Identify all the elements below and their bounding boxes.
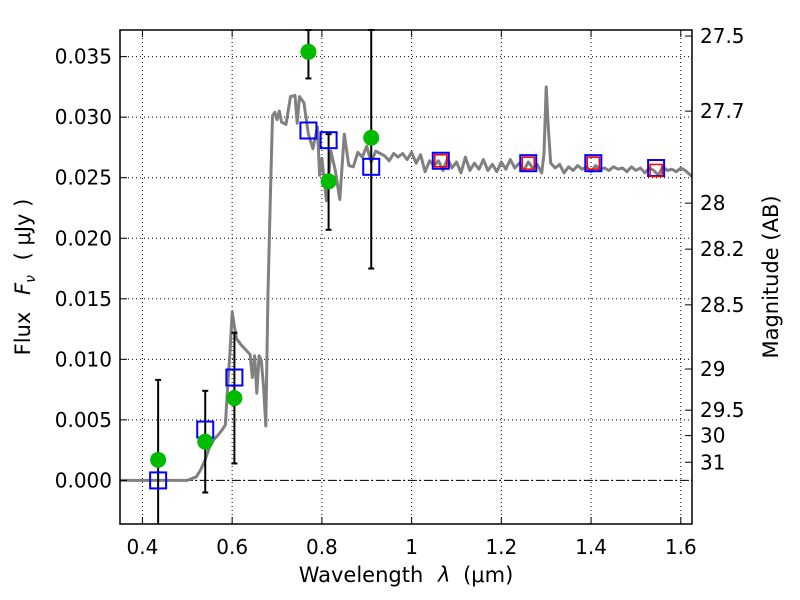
nir-band-marker xyxy=(649,163,663,178)
observed-point xyxy=(363,129,380,146)
model-band-marker xyxy=(225,368,244,387)
magnitude-tick-label: 28.2 xyxy=(700,237,745,261)
x-axis-title-prefix: Wavelength xyxy=(299,563,424,587)
x-tick-label: 0.4 xyxy=(127,535,159,559)
model-band-marker xyxy=(319,131,338,150)
magnitude-tick-label: 29 xyxy=(700,357,725,381)
observed-point xyxy=(300,43,317,60)
observed-points xyxy=(150,43,380,468)
y-axis-title-unit: ( μJy ) xyxy=(11,199,35,261)
y-tick-label: 0.020 xyxy=(55,226,112,250)
model-band-marker xyxy=(362,157,381,176)
y-tick-label: 0.015 xyxy=(55,287,112,311)
y-tick-label: 0.035 xyxy=(55,45,112,69)
model-band-marker xyxy=(149,471,168,490)
nir-band-marker xyxy=(434,154,448,168)
magnitude-tick-label: 27.5 xyxy=(700,24,745,48)
model-band-marker xyxy=(584,154,603,173)
nir-band-marker xyxy=(586,156,601,170)
x-tick-label: 1.4 xyxy=(575,535,607,559)
model-band-marker xyxy=(299,121,318,140)
model-band-marker xyxy=(431,151,450,170)
x-tick-label: 0.6 xyxy=(216,535,248,559)
x-tick-label: 1.2 xyxy=(485,535,517,559)
observed-point xyxy=(150,451,167,468)
y-axis-title-sub: ν xyxy=(23,275,39,283)
y-axis-title-var: F xyxy=(11,282,35,295)
model-band-markers xyxy=(149,121,666,490)
y-tick-label: 0.000 xyxy=(55,468,112,492)
magnitude-tick-label: 29.5 xyxy=(700,398,745,422)
observed-point xyxy=(320,173,337,190)
magnitude-tick-label: 28.5 xyxy=(700,293,745,317)
y-axis-title: Flux Fν ( μJy ) xyxy=(11,199,40,356)
x-axis-ticks: 0.4 0.6 0.8 1 1.2 1.4 1.6 xyxy=(127,30,697,559)
observed-point xyxy=(226,390,243,407)
x-axis-title-unit: (μm) xyxy=(463,563,513,587)
nir-band-markers xyxy=(434,154,663,178)
x-tick-label: 0.8 xyxy=(306,535,338,559)
magnitude-tick-label: 31 xyxy=(700,450,725,474)
magnitude-tick-label: 30 xyxy=(700,424,725,448)
y-axis-ticks: 0.000 0.005 0.010 0.015 0.020 0.025 0.030 0.035 xyxy=(55,45,127,492)
y-tick-label: 0.030 xyxy=(55,105,112,129)
x-axis-title: Wavelength λ (μm) xyxy=(299,563,514,587)
y-tick-label: 0.005 xyxy=(55,408,112,432)
plot-frame xyxy=(119,29,693,525)
model-spectrum-line xyxy=(120,85,694,482)
nir-band-marker xyxy=(521,156,536,170)
observed-point xyxy=(197,433,214,450)
plot-background xyxy=(120,30,692,524)
magnitude-axis-title: Magnitude (AB) xyxy=(759,195,783,358)
y-axis-title-prefix: Flux xyxy=(11,312,35,356)
magnitude-tick-label: 27.7 xyxy=(700,99,745,123)
x-axis-title-var: λ xyxy=(437,563,450,587)
model-band-marker xyxy=(519,154,538,173)
y-tick-label: 0.025 xyxy=(55,166,112,190)
y-tick-label: 0.010 xyxy=(55,347,112,371)
x-tick-label: 1.6 xyxy=(665,535,697,559)
x-tick-label: 1 xyxy=(405,535,418,559)
magnitude-tick-label: 28 xyxy=(700,191,725,215)
